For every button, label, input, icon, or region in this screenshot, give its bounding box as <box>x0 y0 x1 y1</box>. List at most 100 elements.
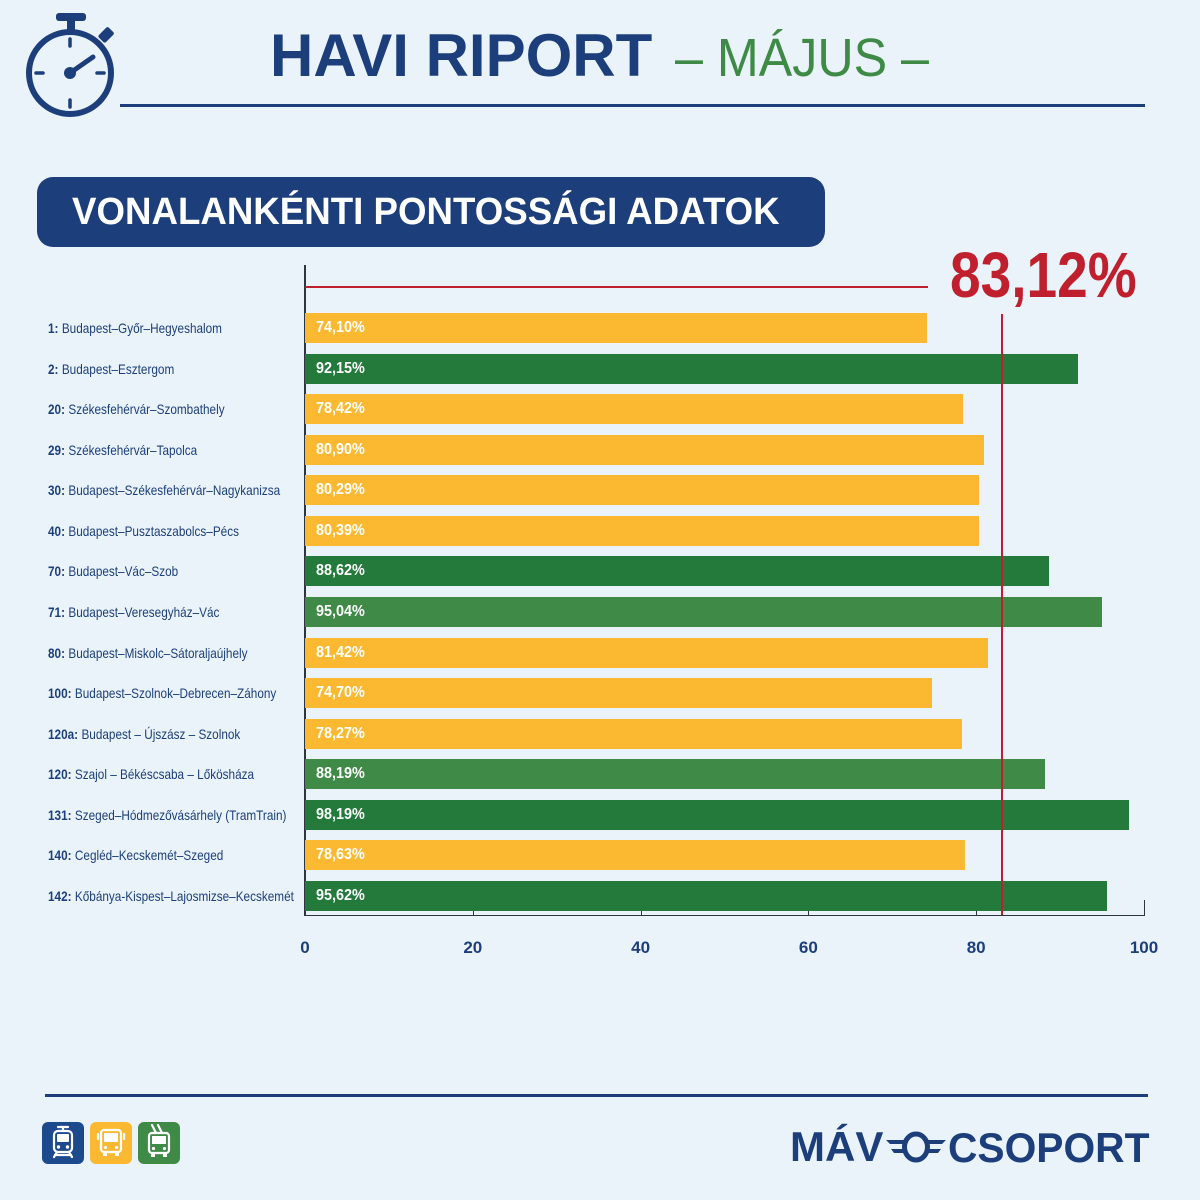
bus-icon <box>96 1128 126 1156</box>
row-label: 142: Kőbánya-Kispest–Lajosmizse–Kecskemét <box>48 888 294 904</box>
row-label: 1: Budapest–Győr–Hegyeshalom <box>48 320 222 336</box>
row-label: 140: Cegléd–Kecskemét–Szeged <box>48 847 223 863</box>
bar: 74,10% <box>305 313 927 343</box>
line-number: 142: <box>48 887 72 904</box>
bar: 92,15% <box>305 353 1079 384</box>
line-number: 2: <box>48 360 59 377</box>
x-tick-mark <box>1144 900 1145 916</box>
bar-value-label: 78,63% <box>316 846 365 864</box>
line-name: Kőbánya-Kispest–Lajosmizse–Kecskemét <box>74 887 294 904</box>
line-name: Cegléd–Kecskemét–Szeged <box>74 847 224 864</box>
bar-value-label: 95,04% <box>316 602 365 620</box>
row-label: 120: Szajol – Békéscsaba – Lőkösháza <box>48 766 254 782</box>
y-axis-line <box>304 265 306 916</box>
trolleybus-badge <box>138 1122 180 1164</box>
row-label: 80: Budapest–Miskolc–Sátoraljaújhely <box>48 645 247 661</box>
x-tick-label: 40 <box>631 938 651 957</box>
bus-badge <box>90 1122 132 1164</box>
line-name: Budapest–Székesfehérvár–Nagykanizsa <box>68 482 281 499</box>
bar: 88,62% <box>305 556 1049 587</box>
row-label: 120a: Budapest – Újszász – Szolnok <box>48 726 240 742</box>
row-label: 70: Budapest–Vác–Szob <box>48 563 178 579</box>
line-number: 70: <box>48 563 65 580</box>
bar-value-label: 78,27% <box>316 724 365 742</box>
line-number: 100: <box>48 685 72 702</box>
bar: 81,42% <box>305 637 989 668</box>
bar: 80,29% <box>305 475 979 506</box>
bar-value-label: 80,39% <box>316 521 365 539</box>
bar-value-label: 88,19% <box>316 765 365 783</box>
bar-value-label: 95,62% <box>316 886 365 904</box>
x-tick-label: 80 <box>966 938 986 957</box>
line-name: Budapest–Győr–Hegyeshalom <box>61 320 222 336</box>
line-number: 140: <box>48 847 72 864</box>
line-number: 80: <box>48 644 65 661</box>
x-axis-line <box>305 915 1145 916</box>
train-badge <box>42 1122 84 1164</box>
bar: 98,19% <box>305 799 1129 830</box>
train-icon <box>52 1125 74 1159</box>
line-name: Budapest–Pusztaszabolcs–Pécs <box>68 522 239 539</box>
header-divider <box>120 104 1145 107</box>
bar: 74,70% <box>305 678 932 709</box>
line-name: Budapest–Miskolc–Sátoraljaújhely <box>68 644 248 661</box>
row-label: 40: Budapest–Pusztaszabolcs–Pécs <box>48 523 239 539</box>
bar: 88,19% <box>305 759 1045 790</box>
x-tick-label: 100 <box>1129 938 1159 957</box>
logo-text-csoport: CSOPORT <box>948 1124 1150 1171</box>
x-tick-label: 0 <box>300 938 310 957</box>
bar-value-label: 80,29% <box>316 481 365 499</box>
row-label: 100: Budapest–Szolnok–Debrecen–Záhony <box>48 685 276 701</box>
line-name: Budapest – Újszász – Szolnok <box>81 725 241 742</box>
line-name: Székesfehérvár–Tapolca <box>68 441 198 458</box>
line-name: Budapest–Veresegyház–Vác <box>68 603 220 620</box>
bar-value-label: 88,62% <box>316 562 365 580</box>
bar-value-label: 81,42% <box>316 643 365 661</box>
reference-line-vertical <box>1001 314 1004 915</box>
row-label: 71: Budapest–Veresegyház–Vác <box>48 604 219 620</box>
line-number: 20: <box>48 401 65 418</box>
trolleybus-icon <box>147 1123 171 1157</box>
row-label: 29: Székesfehérvár–Tapolca <box>48 442 197 458</box>
bar-value-label: 80,90% <box>316 440 365 458</box>
bar: 95,62% <box>305 880 1108 911</box>
bar-value-label: 74,10% <box>316 319 365 336</box>
section-title-pill: VONALANKÉNTI PONTOSSÁGI ADATOK <box>37 177 825 247</box>
line-number: 120: <box>48 766 72 783</box>
line-number: 29: <box>48 441 65 458</box>
row-label: 131: Szeged–Hódmezővásárhely (TramTrain) <box>48 807 286 823</box>
page-subtitle: – MÁJUS – <box>675 28 929 88</box>
bar: 80,39% <box>305 515 980 546</box>
x-tick-label: 20 <box>463 938 483 957</box>
mav-wing-logo-icon <box>886 1131 946 1163</box>
line-number: 71: <box>48 603 65 620</box>
line-name: Székesfehérvár–Szombathely <box>68 401 225 418</box>
line-number: 120a: <box>48 725 79 742</box>
reference-line-horizontal <box>305 286 928 288</box>
row-label: 20: Székesfehérvár–Szombathely <box>48 401 225 417</box>
line-name: Budapest–Szolnok–Debrecen–Záhony <box>74 685 277 702</box>
line-name: Budapest–Esztergom <box>61 360 175 377</box>
bar-chart: 83,12% 1: Budapest–Győr–Hegyeshalom 74,10%… <box>48 239 1159 957</box>
line-number: 1: <box>48 320 59 336</box>
bar: 80,90% <box>305 434 984 465</box>
bar-value-label: 98,19% <box>316 805 365 823</box>
line-number: 40: <box>48 522 65 539</box>
line-number: 131: <box>48 806 72 823</box>
footer-divider <box>45 1094 1148 1097</box>
row-label: 30: Budapest–Székesfehérvár–Nagykanizsa <box>48 482 280 498</box>
bar-value-label: 78,42% <box>316 400 365 418</box>
bar-value-label: 74,70% <box>316 684 365 702</box>
bar: 78,42% <box>305 394 963 425</box>
line-name: Budapest–Vác–Szob <box>68 563 179 580</box>
bar-value-label: 92,15% <box>316 359 365 377</box>
bar: 78,63% <box>305 840 965 871</box>
chart-title: VONALANKÉNTI PONTOSSÁGI ADATOK <box>72 190 780 233</box>
bar: 95,04% <box>305 596 1103 627</box>
stopwatch-crown <box>56 13 114 79</box>
page-title: HAVI RIPORT <box>270 22 653 89</box>
line-number: 30: <box>48 482 65 499</box>
reference-line-label: 83,12% <box>950 239 1137 311</box>
bar: 78,27% <box>305 718 962 749</box>
